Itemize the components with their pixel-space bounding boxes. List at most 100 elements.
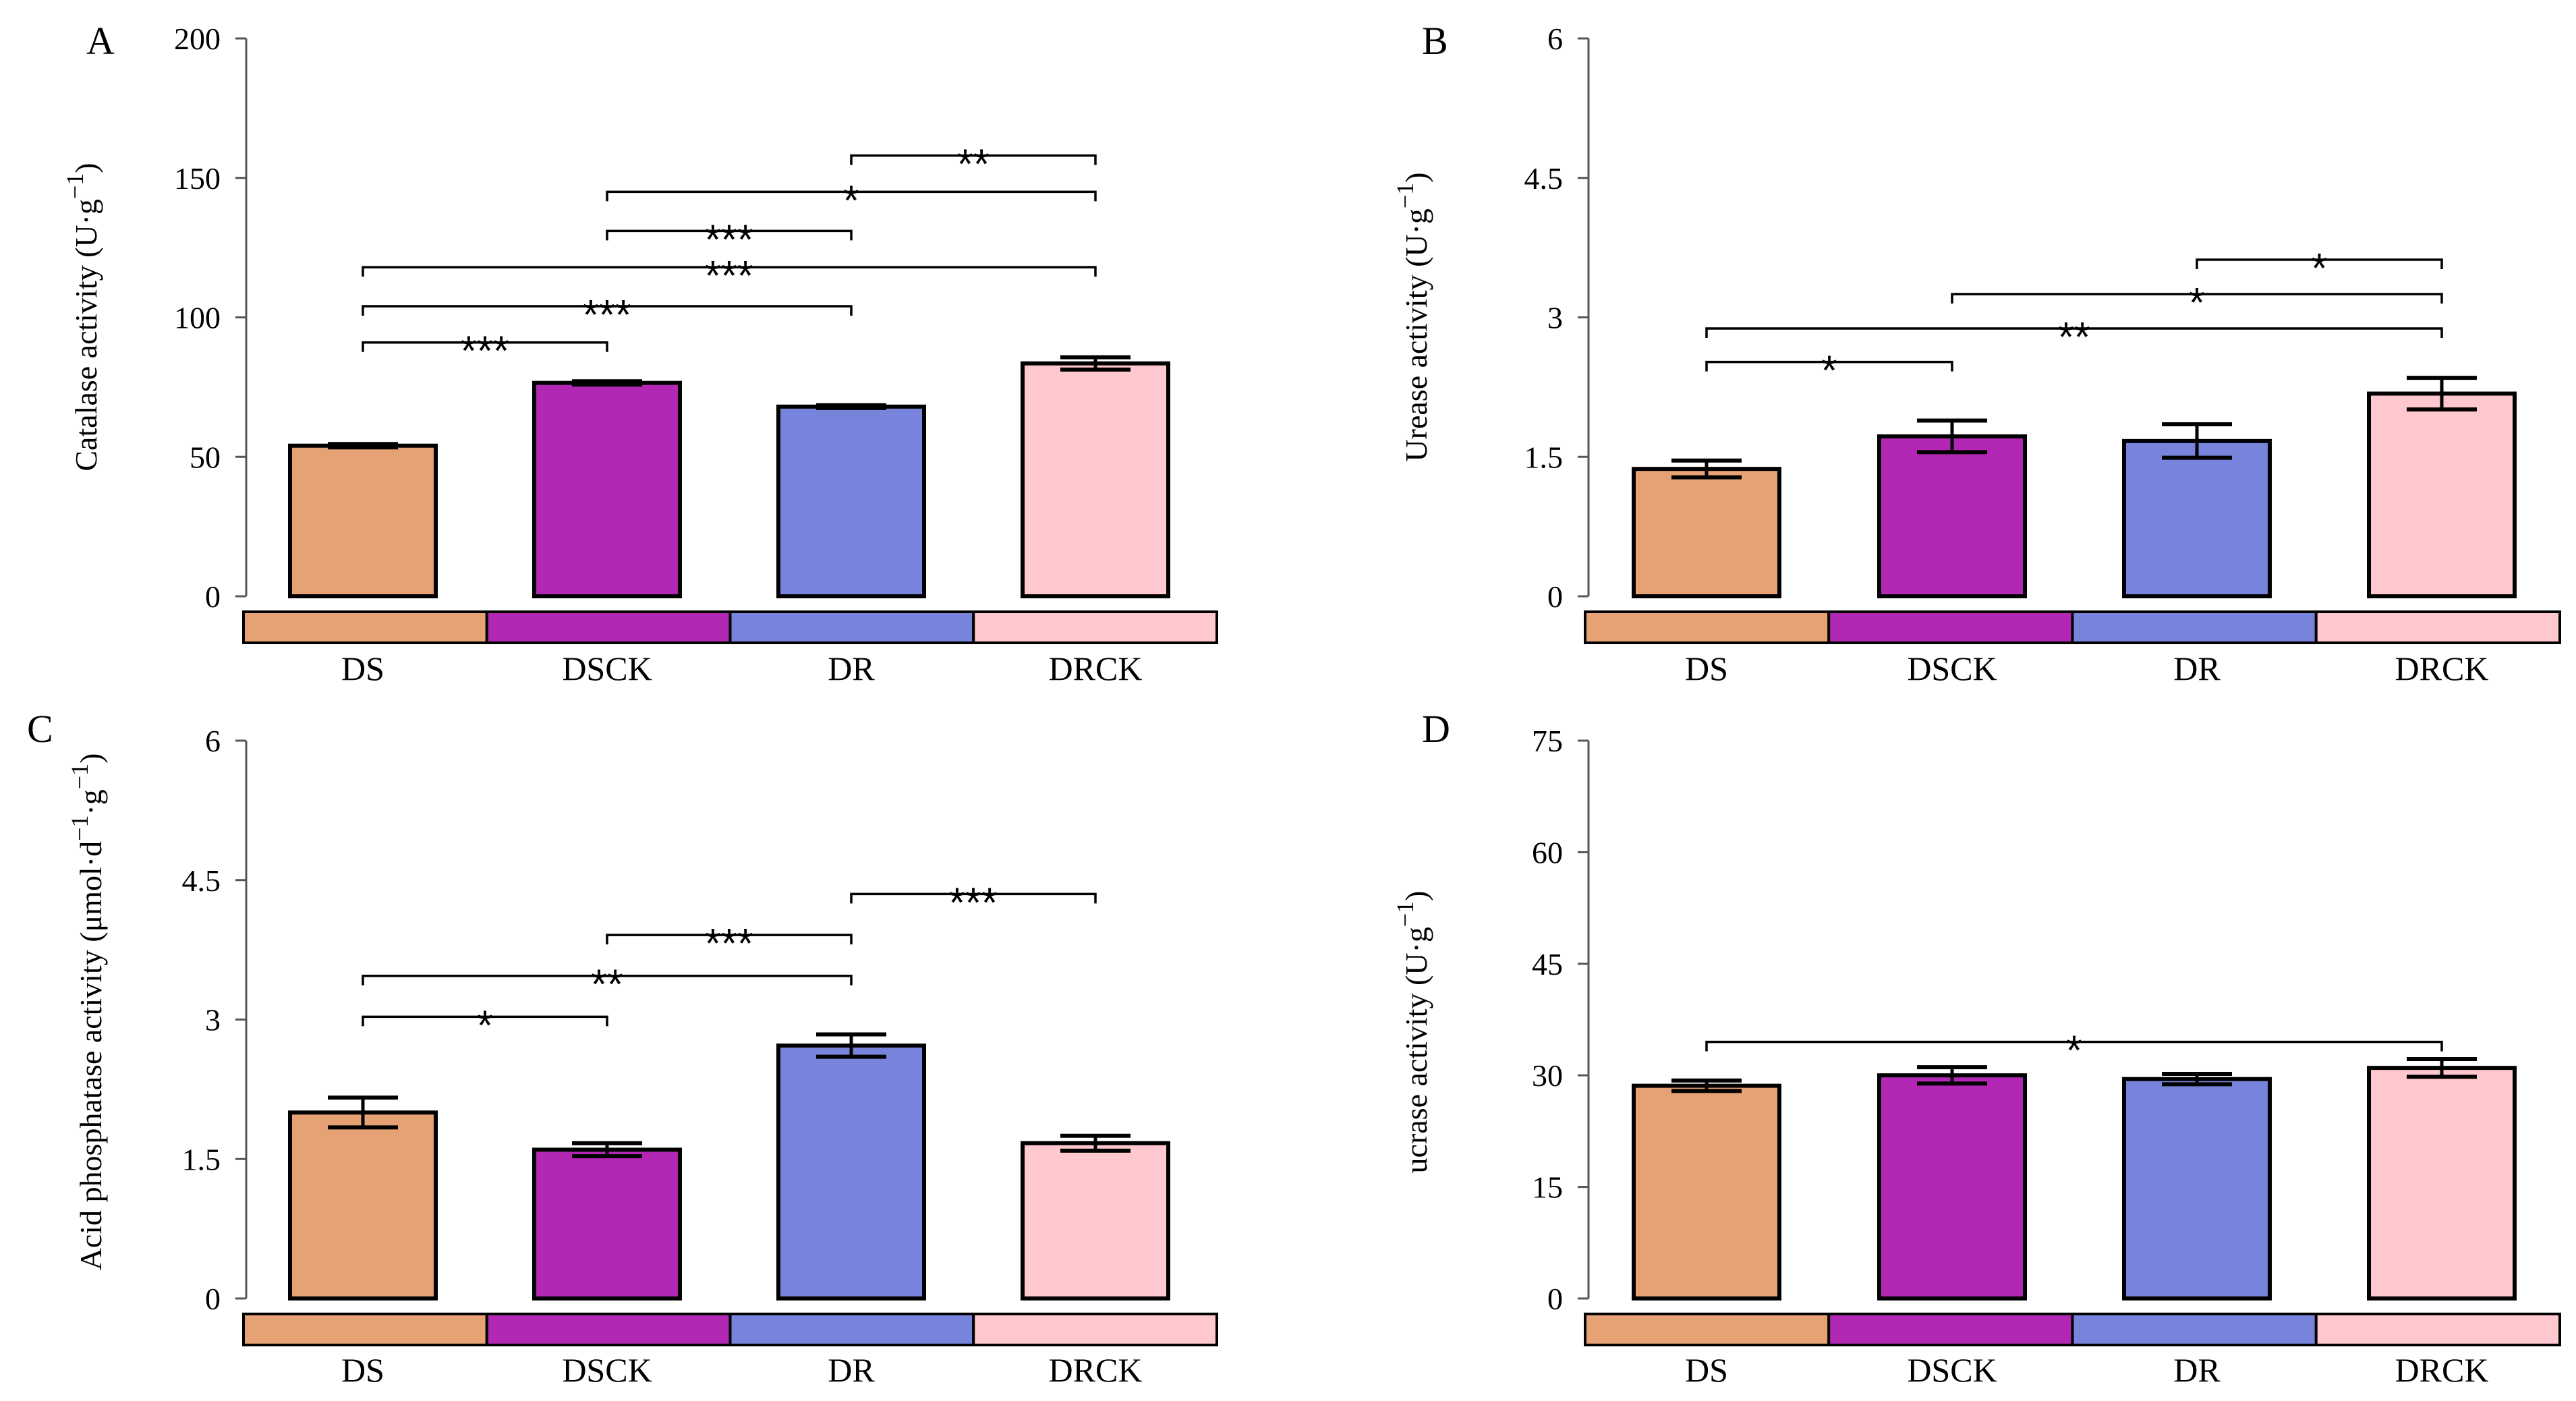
group-strip-dsck bbox=[485, 610, 732, 644]
y-tick-label: 45 bbox=[1532, 947, 1563, 981]
panel-label: D bbox=[1422, 707, 1450, 751]
x-category-label: DR bbox=[828, 650, 875, 687]
y-axis-label: Urease activity (U·g−1) bbox=[1392, 172, 1433, 461]
significance-bracket bbox=[1705, 1040, 2443, 1052]
x-category-label: DS bbox=[341, 650, 384, 687]
group-strip-ds bbox=[1584, 1313, 1831, 1346]
significance-bracket bbox=[850, 154, 1097, 165]
group-strip-drck bbox=[972, 610, 1218, 644]
y-tick-label: 4.5 bbox=[182, 863, 221, 898]
significance-label: ** bbox=[591, 962, 623, 1008]
y-tick-label: 200 bbox=[174, 22, 221, 56]
significance-label: * bbox=[1821, 348, 1837, 395]
y-tick-label: 6 bbox=[1547, 22, 1563, 56]
x-category-label: DS bbox=[1685, 1351, 1728, 1389]
group-strip-ds bbox=[1584, 610, 1831, 644]
x-category-label: DRCK bbox=[2395, 1351, 2489, 1389]
bar-dr bbox=[2122, 438, 2272, 599]
group-strip-drck bbox=[2314, 610, 2561, 644]
y-tick-label: 60 bbox=[1532, 835, 1563, 869]
group-strip-drck bbox=[972, 1313, 1218, 1346]
bar-dsck bbox=[1877, 434, 2027, 599]
y-axis-label-sup: −1 bbox=[66, 816, 93, 841]
group-strip-ds bbox=[242, 1313, 488, 1346]
significance-bracket bbox=[362, 266, 1097, 277]
y-axis-label-tail: ) bbox=[69, 163, 103, 173]
bar-dr bbox=[2122, 1077, 2272, 1301]
x-category-label: DR bbox=[2173, 1351, 2221, 1389]
y-axis-label-text: ucrase activity (U·g bbox=[1399, 927, 1433, 1173]
y-tick-label: 3 bbox=[205, 1003, 221, 1037]
panel-label: B bbox=[1422, 19, 1448, 63]
bar-drck bbox=[1021, 1141, 1170, 1301]
y-tick-label: 1.5 bbox=[182, 1142, 221, 1176]
significance-label: *** bbox=[705, 253, 753, 299]
y-tick-label: 75 bbox=[1532, 724, 1563, 758]
group-strip-ds bbox=[242, 610, 488, 644]
y-tick-label: 4.5 bbox=[1524, 161, 1564, 196]
y-axis-label-tail: ) bbox=[1399, 891, 1433, 901]
significance-label: *** bbox=[705, 217, 753, 263]
bar-dsck bbox=[532, 380, 682, 598]
significance-label: * bbox=[477, 1002, 493, 1049]
significance-bracket bbox=[606, 934, 853, 945]
y-tick-label: 0 bbox=[1547, 579, 1563, 614]
y-axis-label-tail: ) bbox=[1399, 172, 1433, 182]
y-axis-label: Catalase activity (U·g−1) bbox=[61, 163, 103, 471]
panel-c: C 0 1.5 3 4.5 6 Acid phosphatase activity (μmo… bbox=[27, 707, 1218, 1389]
x-category-label: DSCK bbox=[562, 1351, 652, 1389]
x-category-label: DRCK bbox=[1049, 650, 1143, 687]
x-category-label: DSCK bbox=[562, 650, 652, 687]
significance-bracket bbox=[2196, 258, 2443, 270]
group-strip-dsck bbox=[1827, 610, 2074, 644]
bar-drck bbox=[2367, 1066, 2517, 1300]
y-tick-label: 0 bbox=[205, 1282, 221, 1316]
panel-d: D 0 15 30 45 60 75 ucrase activity (U·g−1) DS DSC… bbox=[1392, 707, 2561, 1389]
group-strip-dr bbox=[728, 1313, 975, 1346]
x-category-label: DR bbox=[2173, 650, 2221, 687]
bar-dr bbox=[776, 1043, 926, 1301]
y-tick-label: 1.5 bbox=[1524, 440, 1564, 474]
significance-label: * bbox=[843, 177, 859, 224]
y-tick-label: 50 bbox=[190, 440, 221, 474]
y-axis-label: Acid phosphatase activity (μmol·d−1·g−1) bbox=[66, 753, 108, 1271]
group-strip-dr bbox=[728, 610, 975, 644]
y-tick-label: 30 bbox=[1532, 1058, 1563, 1093]
bar-ds bbox=[1632, 1083, 1781, 1300]
significance-bracket bbox=[606, 229, 853, 241]
y-tick-label: 6 bbox=[205, 724, 221, 758]
significance-bracket bbox=[606, 190, 1097, 202]
significance-bracket bbox=[362, 305, 853, 316]
x-category-label: DS bbox=[341, 1351, 384, 1389]
y-axis-label-sup: −1 bbox=[1392, 183, 1419, 208]
bar-dsck bbox=[1877, 1073, 2027, 1300]
y-tick-label: 15 bbox=[1532, 1170, 1563, 1205]
panel-b: B 0 1.5 3 4.5 6 Urease activity (U·g−1) DS DSCK D… bbox=[1392, 19, 2561, 687]
y-axis-label: ucrase activity (U·g−1) bbox=[1392, 891, 1433, 1174]
x-category-label: DRCK bbox=[2395, 650, 2489, 687]
significance-bracket bbox=[850, 892, 1097, 904]
bar-dsck bbox=[532, 1147, 682, 1301]
y-tick-label: 0 bbox=[1547, 1282, 1563, 1316]
significance-bracket bbox=[1705, 327, 2443, 339]
significance-label: ** bbox=[2058, 314, 2090, 361]
significance-bracket bbox=[362, 1015, 608, 1027]
panel-a: A 0 50 100 150 200 Catalase activity (U·g−1) DS… bbox=[61, 19, 1218, 687]
significance-label: *** bbox=[461, 328, 509, 375]
x-category-label: DS bbox=[1685, 650, 1728, 687]
group-strip-dsck bbox=[1827, 1313, 2074, 1346]
y-axis-label-sup: −1 bbox=[66, 764, 93, 789]
bar-ds bbox=[288, 443, 438, 599]
significance-label: *** bbox=[583, 292, 631, 339]
significance-label: *** bbox=[949, 880, 998, 926]
y-tick-label: 150 bbox=[174, 161, 221, 196]
x-category-label: DR bbox=[828, 1351, 875, 1389]
y-tick-label: 100 bbox=[174, 301, 221, 335]
significance-bracket bbox=[1951, 293, 2443, 304]
significance-label: * bbox=[2311, 246, 2327, 292]
group-strip-dsck bbox=[485, 1313, 732, 1346]
bar-dr bbox=[776, 404, 926, 598]
panel-label: C bbox=[27, 707, 53, 751]
significance-bracket bbox=[362, 974, 853, 985]
